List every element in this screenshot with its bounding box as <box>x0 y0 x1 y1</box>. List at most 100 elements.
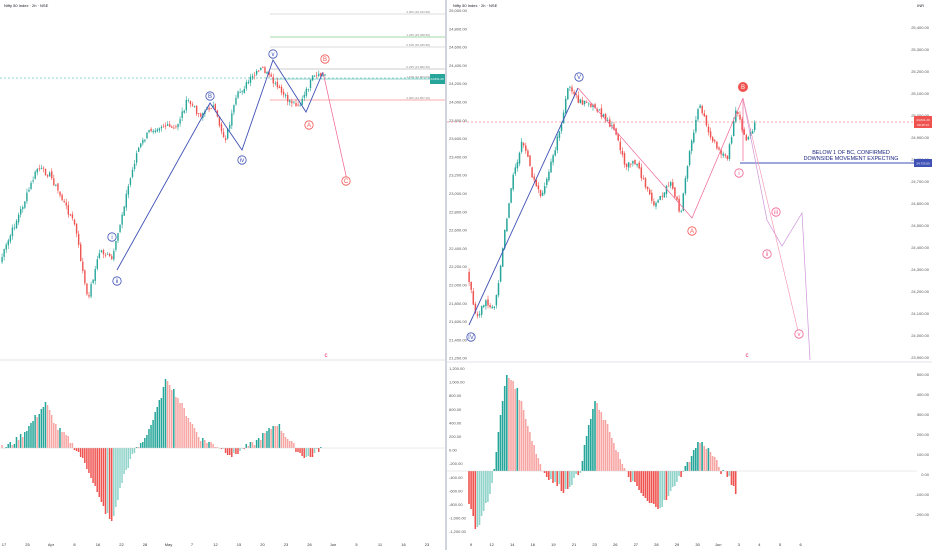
left-candle <box>222 131 225 137</box>
left-wave-label-i: i <box>111 235 112 241</box>
right-candle <box>588 103 590 105</box>
right-left-osc-tick: 600.00 <box>449 407 462 412</box>
left-osc-bar <box>86 448 88 469</box>
right-chart-pane[interactable]: Nifty 50 Index · 2h · NSE INR 25,000.00 2… <box>447 0 932 550</box>
right-osc-bar <box>476 471 479 527</box>
right-date-tick: 16 <box>531 542 536 547</box>
right-osc-bar <box>489 471 491 494</box>
right-osc-bar <box>659 471 661 508</box>
right-osc-bar <box>478 471 481 525</box>
left-candle <box>280 86 283 93</box>
right-candle <box>543 186 546 194</box>
left-candle <box>117 233 119 241</box>
right-chart-canvas[interactable]: 25,000.00 24,800.00 24,600.00 24,400.00 24,2… <box>447 0 932 550</box>
left-candle <box>318 73 320 76</box>
left-candle <box>146 132 148 139</box>
right-osc-bar <box>558 471 561 484</box>
currency-label: INR <box>917 3 924 8</box>
left-osc-bar <box>113 448 115 516</box>
left-osc-bar <box>268 428 270 448</box>
left-osc-bar <box>291 441 293 448</box>
left-candle <box>109 253 111 257</box>
left-candle <box>169 124 171 127</box>
left-candle <box>224 138 227 140</box>
left-osc-bar <box>32 421 34 448</box>
right-osc-bar <box>611 438 613 471</box>
left-candle <box>218 116 221 126</box>
annotation-line-2: DOWNSIDE MOVEMENT EXPECTING <box>803 156 899 162</box>
right-candle <box>569 86 571 88</box>
left-date-tick: 17 <box>2 542 7 547</box>
right-candle <box>674 187 676 197</box>
right-osc-bar <box>648 471 651 503</box>
right-osc-bar <box>566 471 569 489</box>
left-candle <box>183 110 185 113</box>
right-candle <box>663 192 666 198</box>
left-osc-bar <box>164 379 167 448</box>
right-osc-bar <box>527 426 529 471</box>
right-candle <box>745 135 748 141</box>
pane-divider[interactable] <box>445 0 447 550</box>
left-date-tick: Apr <box>48 542 55 547</box>
left-fib-label: 1.236 (25,468.60) <box>406 33 430 37</box>
right-candle <box>751 131 754 134</box>
right-osc-bar <box>514 389 516 471</box>
left-osc-bar <box>262 433 264 448</box>
right-osc-bar <box>720 471 722 474</box>
left-candle <box>237 91 239 98</box>
right-candle <box>636 163 638 166</box>
left-wave-label-a: A <box>307 123 311 129</box>
right-osc-bar <box>585 436 588 471</box>
right-candle <box>539 189 542 197</box>
left-chart-pane[interactable]: Nifty 50 Index · 2h · NSE 2.000 (26,013.… <box>0 0 445 550</box>
left-candle <box>44 168 47 176</box>
left-osc-bar <box>98 448 101 497</box>
right-candle <box>506 218 508 232</box>
left-osc-bar <box>210 442 212 448</box>
right-osc-bar <box>613 443 615 471</box>
left-candle <box>220 124 223 132</box>
left-price-tag <box>430 74 445 84</box>
right-osc-bar <box>537 458 540 471</box>
right-wave-label-ii-circle <box>762 249 772 259</box>
left-wave-label-b2-circle <box>320 54 330 64</box>
left-candle <box>111 256 113 260</box>
left-candle <box>293 101 295 103</box>
right-osc-bar <box>480 471 483 516</box>
right-osc-bar <box>617 452 619 471</box>
right-osc-bar <box>598 410 600 471</box>
right-left-osc-tick: 400.00 <box>449 420 462 425</box>
left-osc-bar <box>257 438 260 448</box>
left-osc-bar <box>191 424 194 448</box>
right-left-osc-tick: -800.00 <box>449 502 463 507</box>
left-osc-bar <box>288 441 291 448</box>
left-candle <box>214 104 216 110</box>
right-wave-label-ii: ii <box>766 252 769 258</box>
right-projection-path <box>742 97 811 361</box>
left-candle <box>324 74 326 76</box>
right-left-price-tick: 24,200.00 <box>449 81 468 86</box>
right-candle <box>558 131 561 138</box>
right-left-price-tick: 23,400.00 <box>449 154 468 159</box>
right-left-price-tick: 24,600.00 <box>449 45 468 50</box>
left-osc-bar <box>5 447 7 448</box>
left-wave-label-c: C <box>344 179 349 185</box>
left-chart-canvas[interactable]: 2.000 (26,013.95) 1.236 (25,468.60) 0.618 … <box>0 0 445 550</box>
left-osc-bar <box>270 429 272 448</box>
left-candle <box>229 124 231 129</box>
right-candle <box>592 104 594 108</box>
left-candle <box>284 94 287 96</box>
right-candle <box>606 119 609 121</box>
right-level-tag-text: 24,733.00 <box>916 162 930 166</box>
left-osc-bar <box>102 448 105 506</box>
left-osc-bar <box>320 447 322 448</box>
left-osc-bar <box>286 439 289 448</box>
right-candle <box>564 98 567 114</box>
right-candle <box>707 126 710 133</box>
left-osc-bar <box>123 448 125 474</box>
right-osc-bar <box>503 386 506 471</box>
left-candle <box>299 105 301 107</box>
right-left-osc-tick: -200.00 <box>449 461 463 466</box>
left-wave-label-v-circle <box>268 49 278 59</box>
right-osc-bar <box>707 448 710 471</box>
